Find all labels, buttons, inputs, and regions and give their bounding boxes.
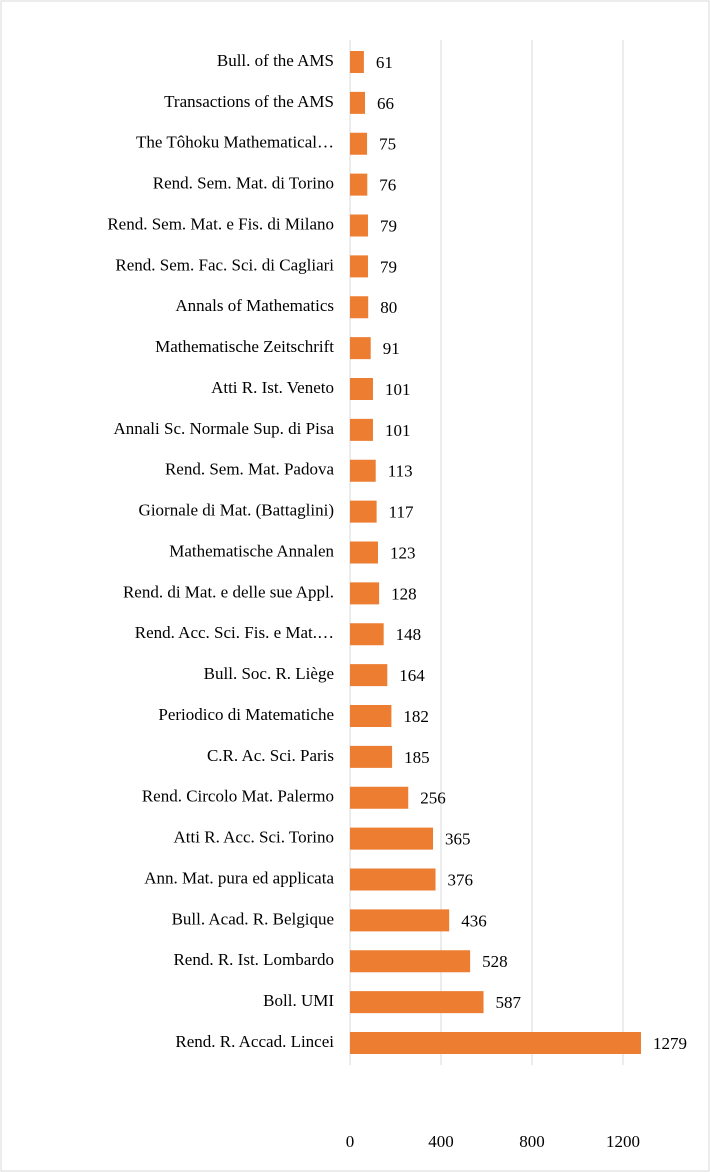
value-label: 101	[385, 421, 411, 440]
y-tick-label: Rend. Sem. Mat. e Fis. di Milano	[107, 214, 334, 233]
x-tick-label: 1200	[606, 1132, 640, 1151]
value-label: 365	[445, 830, 471, 849]
bar	[350, 1032, 641, 1054]
y-tick-label: Rend. Sem. Mat. di Torino	[153, 174, 334, 193]
value-label: 75	[379, 135, 396, 154]
value-label: 76	[379, 176, 396, 195]
value-label: 79	[380, 216, 397, 235]
bar	[350, 950, 471, 973]
y-tick-label: Bull. Acad. R. Belgique	[172, 909, 334, 928]
x-tick-label: 400	[428, 1132, 454, 1151]
x-tick-label: 0	[346, 1132, 355, 1151]
y-tick-label: Transactions of the AMS	[164, 92, 334, 111]
value-label: 61	[376, 53, 393, 72]
y-tick-label: Atti R. Ist. Veneto	[211, 378, 334, 397]
value-label: 79	[380, 257, 397, 276]
value-label: 91	[383, 339, 400, 358]
bar	[350, 51, 364, 73]
value-label: 101	[385, 380, 411, 399]
bar	[350, 500, 377, 523]
y-tick-label: Giornale di Mat. (Battaglini)	[139, 501, 334, 520]
bar	[350, 91, 366, 114]
value-label: 113	[388, 462, 413, 481]
bar	[350, 418, 373, 441]
y-tick-label: Rend. Sem. Mat. Padova	[165, 460, 334, 479]
value-label: 436	[461, 911, 487, 930]
y-tick-label: Ann. Mat. pura ed applicata	[144, 868, 334, 887]
bar	[350, 296, 369, 319]
value-label: 123	[390, 543, 416, 562]
y-tick-label: Annals of Mathematics	[175, 296, 334, 315]
bar	[350, 991, 484, 1014]
bar	[350, 745, 393, 768]
bar	[350, 132, 368, 155]
bar	[350, 378, 373, 400]
bar	[350, 173, 368, 196]
value-label: 148	[396, 625, 422, 644]
value-label: 117	[389, 503, 414, 522]
bar	[350, 214, 368, 237]
bar	[350, 623, 384, 646]
bar	[350, 705, 392, 727]
value-label: 80	[380, 298, 397, 317]
bar	[350, 786, 409, 809]
bar	[350, 337, 371, 360]
y-tick-label: The Tôhoku Mathematical…	[136, 133, 334, 152]
y-tick-label: Boll. UMI	[263, 991, 334, 1010]
value-label: 128	[391, 584, 417, 603]
value-label: 528	[482, 952, 508, 971]
y-tick-label: Periodico di Matematiche	[158, 705, 334, 724]
value-label: 182	[403, 707, 429, 726]
y-tick-label: Rend. Acc. Sci. Fis. e Mat.…	[135, 623, 334, 642]
value-label: 164	[399, 666, 425, 685]
y-tick-label: Mathematische Zeitschrift	[155, 337, 334, 356]
y-tick-label: Bull. Soc. R. Liège	[204, 664, 334, 683]
y-tick-label: C.R. Ac. Sci. Paris	[207, 746, 334, 765]
value-label: 376	[448, 870, 474, 889]
y-tick-label: Rend. Sem. Fac. Sci. di Cagliari	[115, 255, 334, 274]
y-tick-label: Bull. of the AMS	[217, 51, 334, 70]
value-label: 256	[420, 789, 446, 808]
bar	[350, 664, 388, 687]
value-label: 66	[377, 94, 394, 113]
value-label: 185	[404, 748, 430, 767]
bar	[350, 868, 436, 891]
bar	[350, 541, 378, 564]
bar	[350, 909, 450, 932]
y-tick-label: Rend. di Mat. e delle sue Appl.	[123, 582, 334, 601]
bar	[350, 582, 380, 605]
x-tick-label: 800	[519, 1132, 545, 1151]
bar	[350, 255, 368, 278]
y-tick-label: Rend. R. Ist. Lombardo	[173, 950, 334, 969]
value-label: 587	[496, 993, 522, 1012]
bar	[350, 459, 376, 482]
value-label: 1279	[653, 1034, 687, 1053]
y-tick-label: Atti R. Acc. Sci. Torino	[174, 828, 334, 847]
y-tick-label: Rend. R. Accad. Lincei	[175, 1032, 334, 1051]
y-tick-label: Mathematische Annalen	[169, 541, 334, 560]
y-tick-label: Rend. Circolo Mat. Palermo	[142, 787, 334, 806]
y-tick-label: Annali Sc. Normale Sup. di Pisa	[113, 419, 334, 438]
bar	[350, 827, 434, 850]
